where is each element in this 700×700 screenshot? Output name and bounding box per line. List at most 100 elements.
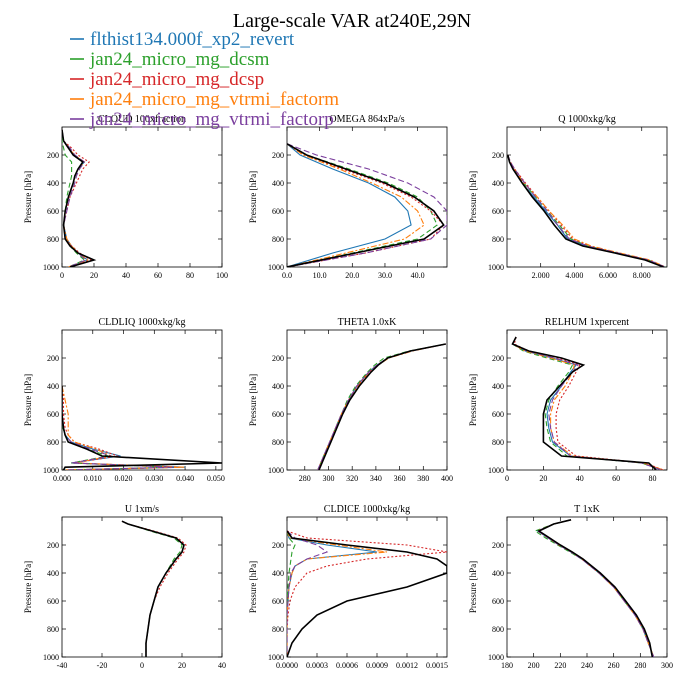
y-tick-label: 1000 (488, 653, 504, 662)
series-line-4 (62, 129, 89, 267)
x-tick-label: 0.0015 (426, 661, 448, 670)
panel-title: T 1xK (574, 504, 600, 515)
y-tick-label: 400 (272, 179, 284, 188)
y-axis-label: Pressure [hPa] (23, 374, 33, 426)
x-tick-label: 20 (539, 474, 547, 483)
panel-title: U 1xm/s (125, 504, 159, 515)
x-tick-label: 0 (60, 271, 64, 280)
x-tick-label: 0.050 (207, 474, 225, 483)
legend-item: jan24_micro_mg_vtrmi_factorm (70, 89, 339, 110)
series-line-2 (317, 343, 446, 470)
x-tick-label: 0.0000 (276, 661, 298, 670)
x-tick-label: 0.0012 (396, 661, 418, 670)
series-line-6 (507, 154, 664, 267)
y-tick-label: 800 (272, 438, 284, 447)
x-tick-label: 20.0 (345, 271, 359, 280)
y-axis-label: Pressure [hPa] (468, 171, 478, 223)
series-line-5 (511, 336, 662, 470)
x-tick-label: 0.000 (53, 474, 71, 483)
x-tick-label: 40 (218, 661, 226, 670)
panel-7: U 1xm/s 200 400 600 800 1000-40 -20 0 20 40 Pressu… (23, 504, 226, 670)
panel-title: Q 1000xkg/kg (558, 114, 616, 125)
y-tick-label: 200 (47, 151, 59, 160)
y-tick-label: 600 (272, 207, 284, 216)
legend-label: jan24_micro_mg_vtrmi_factorm (89, 89, 339, 110)
series-line-4 (287, 530, 388, 657)
y-tick-label: 600 (272, 410, 284, 419)
figure-title: Large-scale VAR at240E,29N (233, 10, 471, 32)
y-tick-label: 200 (272, 151, 284, 160)
x-tick-label: 260 (608, 661, 620, 670)
x-tick-label: 20 (178, 661, 186, 670)
x-tick-label: 300 (661, 661, 673, 670)
series-line-4 (507, 154, 666, 267)
series-line-2 (507, 154, 666, 267)
series-line-3 (287, 143, 445, 267)
series-line-4 (536, 519, 655, 657)
x-tick-label: 0.020 (115, 474, 133, 483)
panel-title: CLDICE 1000xkg/kg (324, 504, 410, 515)
y-tick-label: 1000 (268, 653, 284, 662)
series-line-6 (62, 129, 97, 267)
panel-title: RELHUM 1xpercent (545, 317, 629, 328)
plot-frame (506, 126, 668, 268)
x-tick-label: 300 (322, 474, 334, 483)
y-tick-label: 600 (492, 597, 504, 606)
y-axis-label: Pressure [hPa] (23, 171, 33, 223)
x-tick-label: 10.0 (313, 271, 327, 280)
x-tick-label: 240 (581, 661, 593, 670)
y-tick-label: 400 (47, 569, 59, 578)
x-tick-label: 0.0009 (366, 661, 388, 670)
plot-frame (61, 126, 223, 268)
series-line-1 (121, 520, 185, 657)
y-tick-label: 800 (272, 235, 284, 244)
x-tick-label: 340 (370, 474, 382, 483)
x-tick-label: 200 (528, 661, 540, 670)
panel-title: OMEGA 864xPa/s (329, 114, 404, 125)
series-line-6 (318, 343, 446, 470)
legend-item: jan24_micro_mg_dcsm (70, 49, 270, 70)
x-tick-label: 0.0006 (336, 661, 358, 670)
y-tick-label: 1000 (268, 263, 284, 272)
series-line-1 (511, 336, 662, 470)
y-tick-label: 1000 (268, 466, 284, 475)
series-line-5 (121, 520, 185, 657)
y-tick-label: 600 (47, 410, 59, 419)
y-tick-label: 400 (272, 569, 284, 578)
y-tick-label: 600 (492, 410, 504, 419)
x-tick-label: 20 (90, 271, 98, 280)
y-tick-label: 1000 (43, 653, 59, 662)
series-line-3 (513, 336, 664, 470)
y-tick-label: 1000 (488, 466, 504, 475)
x-tick-label: 0 (140, 661, 144, 670)
series-line-1 (536, 519, 655, 657)
y-axis-label: Pressure [hPa] (468, 374, 478, 426)
x-tick-label: 0.040 (176, 474, 194, 483)
y-tick-label: 600 (47, 207, 59, 216)
plot-frame (61, 516, 223, 658)
legend: flthist134.000f_xp2_revertjan24_micro_mg… (70, 29, 339, 130)
x-tick-label: 2.000 (532, 271, 550, 280)
series-line-6 (287, 143, 445, 267)
panel-3: Q 1000xkg/kg 200 400 600 800 1000 2.000 4.000 6.… (468, 114, 668, 280)
y-tick-label: 800 (492, 235, 504, 244)
series-line-5 (536, 519, 655, 657)
legend-label: flthist134.000f_xp2_revert (90, 29, 295, 50)
x-tick-label: 60 (612, 474, 620, 483)
series-line-2 (287, 530, 296, 657)
y-tick-label: 600 (492, 207, 504, 216)
y-tick-label: 1000 (43, 263, 59, 272)
x-tick-label: 4.000 (565, 271, 583, 280)
series-line-4 (287, 143, 425, 267)
y-tick-label: 400 (492, 569, 504, 578)
plot-frame (506, 329, 668, 471)
y-tick-label: 1000 (488, 263, 504, 272)
series-line-6 (511, 336, 657, 470)
y-tick-label: 400 (492, 382, 504, 391)
x-tick-label: 0.0 (282, 271, 292, 280)
